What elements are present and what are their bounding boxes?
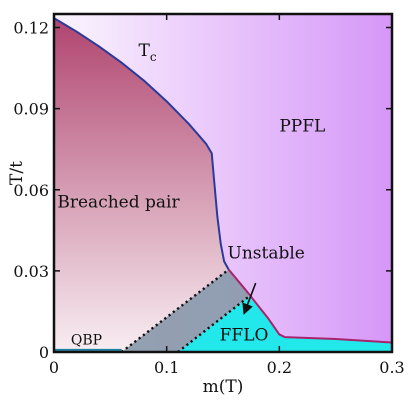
label-unstable: Unstable bbox=[228, 244, 305, 264]
unstable-boundary-left bbox=[120, 268, 230, 352]
x-tick-label: 0.3 bbox=[379, 358, 404, 377]
y-tick-label: 0.09 bbox=[13, 100, 49, 119]
y-tick-label: 0 bbox=[39, 343, 49, 362]
unstable-region bbox=[121, 269, 249, 352]
y-tick-label: 0.06 bbox=[13, 181, 49, 200]
fflo-region bbox=[177, 296, 392, 352]
x-axis: 0 0.1 0.2 0.3 bbox=[49, 14, 405, 377]
label-breached-pair: Breached pair bbox=[57, 192, 180, 212]
x-tick-label: 0.1 bbox=[154, 358, 179, 377]
label-ppfl: PPFL bbox=[279, 117, 325, 137]
y-axis-label: T/t bbox=[7, 161, 27, 185]
plot-frame bbox=[52, 12, 394, 354]
label-fflo: FFLO bbox=[220, 325, 269, 345]
y-axis: 0 0.03 0.06 0.09 0.12 bbox=[13, 19, 392, 362]
breached-pair-region bbox=[54, 18, 229, 352]
unstable-boundary-right bbox=[177, 295, 250, 352]
x-tick-label: 0.2 bbox=[267, 358, 292, 377]
y-tick-label: 0.03 bbox=[13, 262, 49, 281]
tc-curve bbox=[54, 17, 230, 271]
x-axis-label: m(T) bbox=[203, 377, 244, 397]
label-qbp: QBP bbox=[71, 332, 102, 348]
unstable-arrow bbox=[242, 282, 257, 315]
fflo-boundary-curve bbox=[227, 268, 392, 344]
y-tick-label: 0.12 bbox=[13, 19, 49, 38]
x-tick-label: 0 bbox=[49, 358, 59, 377]
